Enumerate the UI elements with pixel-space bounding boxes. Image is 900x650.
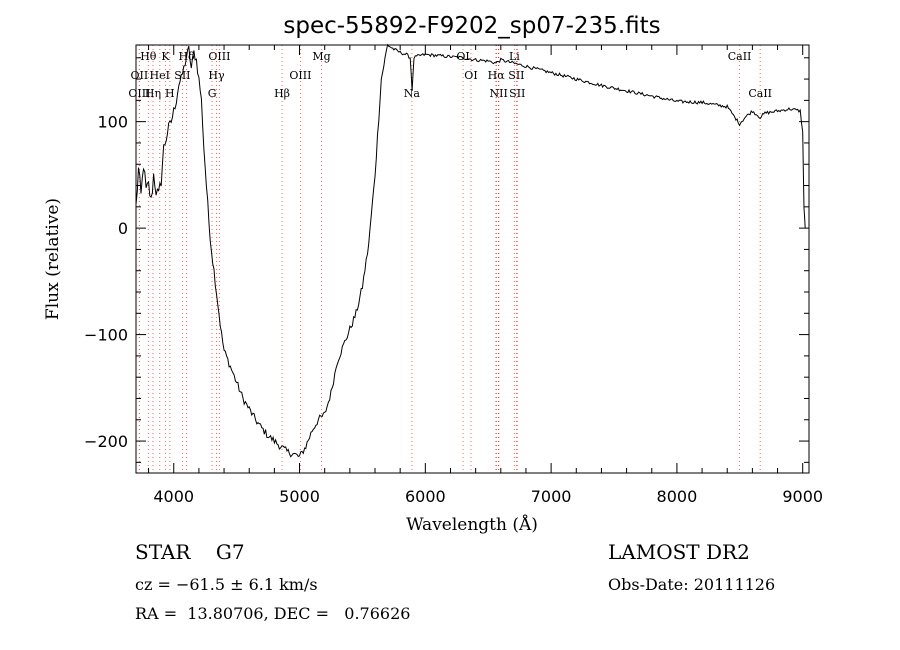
y-axis-label: Flux (relative) [43,198,63,320]
marker-label: HeI [150,69,170,82]
x-tick-label: 8000 [657,487,698,506]
survey-name: LAMOST DR2 [608,540,750,564]
object-class: STAR G7 [135,540,245,564]
coordinates-readout: RA = 13.80706, DEC = 0.76626 [135,604,411,623]
marker-label: Hα [488,69,506,82]
marker-label: SII [509,87,525,100]
y-tick-label: 0 [118,219,128,238]
marker-label: OIII [289,69,311,82]
plot-frame [135,44,810,474]
y-tick-label: 100 [97,113,128,132]
marker-label: OIII [208,50,230,63]
x-tick-label: 6000 [405,487,446,506]
marker-label: H [165,87,175,100]
spectrum-series [135,43,806,458]
marker-label: K [161,50,170,63]
y-tick-label: −200 [84,432,128,451]
marker-label: G [208,87,217,100]
velocity-readout: cz = −61.5 ± 6.1 km/s [135,575,318,594]
marker-label: CaII [728,50,752,63]
marker-label: Hβ [274,87,290,100]
marker-label: Hη [145,87,161,100]
marker-label: OI [464,69,477,82]
spectrum-line [135,43,806,458]
marker-label: OI [456,50,469,63]
marker-label: OII [131,69,149,82]
marker-label: Hγ [208,69,225,82]
marker-label: Li [509,50,520,63]
marker-label: CaII [748,87,772,100]
x-tick-label: 4000 [153,487,194,506]
x-tick-label: 5000 [279,487,320,506]
axis-ticks: 4000 5000 6000 7000 8000 9000 −200 −100 0 100 [84,45,823,506]
marker-label: NII [490,87,508,100]
x-tick-label: 7000 [531,487,572,506]
marker-label: Hθ [140,50,157,63]
y-tick-label: −100 [84,326,128,345]
obs-date: Obs-Date: 20111126 [608,575,776,594]
x-tick-label: 9000 [782,487,823,506]
marker-label: SII [174,69,190,82]
chart-title: spec-55892-F9202_sp07-235.fits [283,13,660,39]
marker-label: Na [404,87,421,100]
marker-label: Mg [312,50,330,63]
marker-label: OIII [128,87,150,100]
marker-label: SII [508,69,524,82]
x-axis-label: Wavelength (Å) [406,514,538,535]
